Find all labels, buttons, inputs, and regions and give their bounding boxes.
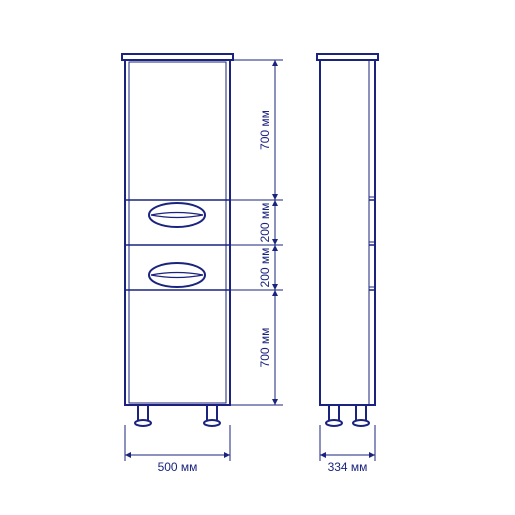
dim-label: 334 мм (328, 460, 368, 474)
dim-label: 700 мм (258, 328, 272, 368)
dim-label: 200 мм (258, 248, 272, 288)
dim-label: 700 мм (258, 110, 272, 150)
dim-label: 200 мм (258, 203, 272, 243)
dim-label: 500 мм (158, 460, 198, 474)
